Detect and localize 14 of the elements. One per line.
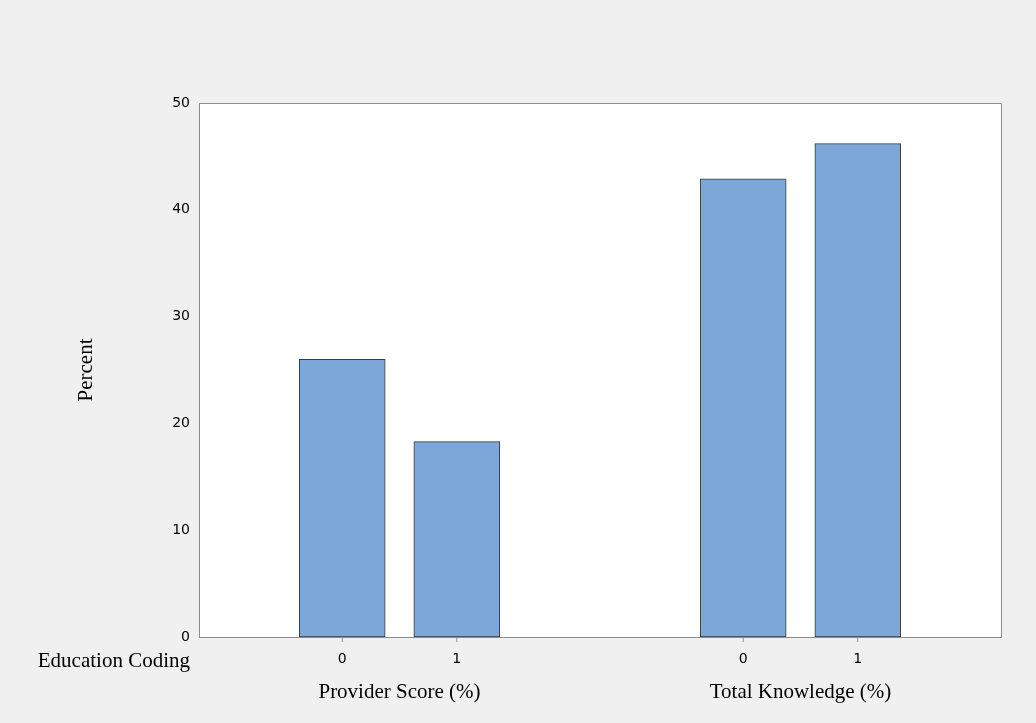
- x-tick-label: 0: [738, 649, 748, 666]
- y-tick-label: 40: [172, 200, 191, 217]
- y-axis-title: Percent: [73, 338, 98, 402]
- y-tick-label: 30: [172, 307, 191, 324]
- x-tick-label: 0: [337, 649, 347, 666]
- y-tick-label: 0: [181, 627, 191, 644]
- x-tick-label: 1: [853, 649, 863, 666]
- text: Total Knowledge (%): [709, 678, 892, 703]
- y-tick-label: 10: [172, 520, 191, 537]
- text: Provider Score (%): [318, 678, 481, 703]
- y-tick-label: 50: [172, 93, 191, 110]
- x-tick-label: 1: [452, 649, 462, 666]
- y-tick-label: 20: [172, 414, 191, 431]
- x-axis-title: Education Coding: [37, 647, 191, 672]
